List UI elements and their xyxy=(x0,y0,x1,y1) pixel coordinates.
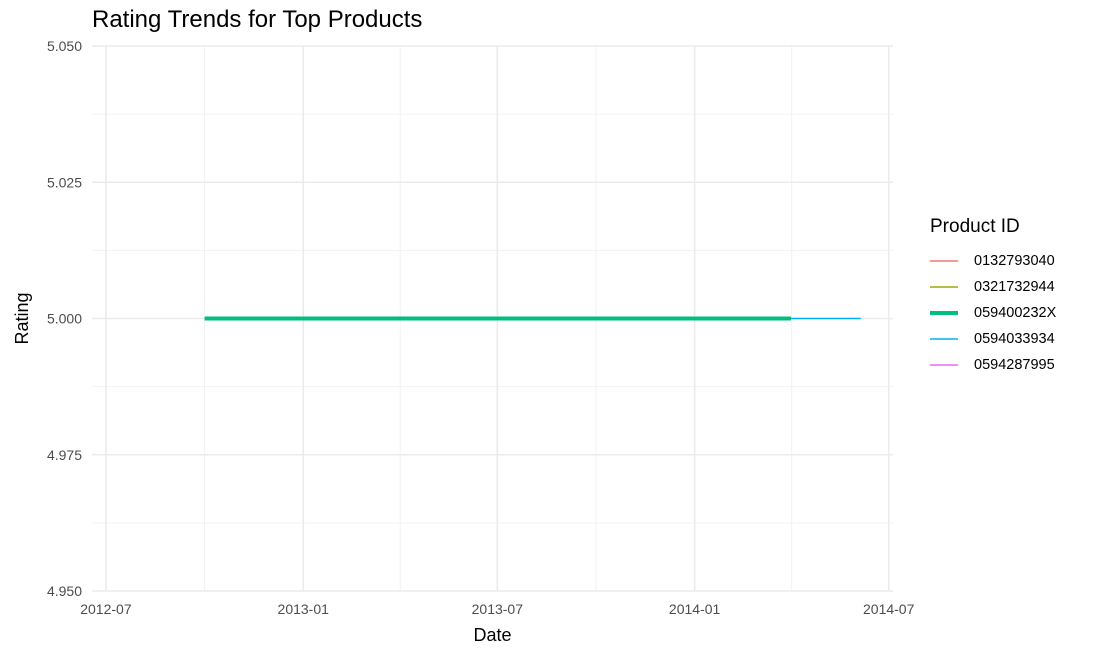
chart-title: Rating Trends for Top Products xyxy=(92,6,423,33)
y-tick-label: 5.025 xyxy=(47,174,82,190)
x-tick-label: 2012-07 xyxy=(80,601,132,617)
legend-label: 0594287995 xyxy=(974,357,1055,373)
legend-items: 0132793040 0321732944 059400232X 0594033934… xyxy=(930,248,1056,378)
legend-label: 059400232X xyxy=(974,305,1057,321)
legend-label: 0132793040 xyxy=(974,253,1055,269)
legend-label: 0321732944 xyxy=(974,279,1055,295)
y-tick-label: 4.950 xyxy=(47,583,82,599)
y-tick-label: 5.050 xyxy=(47,38,82,54)
y-tick-label: 4.975 xyxy=(47,447,82,463)
legend-item-0594033934: 0594033934 xyxy=(930,326,1056,352)
legend-title: Product ID xyxy=(930,216,1020,237)
legend-key-0321732944 xyxy=(930,286,958,288)
y-tick-label: 5.000 xyxy=(47,311,82,327)
legend-key-0594033934 xyxy=(930,338,958,340)
legend-key-0594287995 xyxy=(930,364,958,366)
legend-item-059400232X: 059400232X xyxy=(930,300,1056,326)
legend-key-059400232X xyxy=(930,311,958,315)
y-axis-title: Rating xyxy=(12,292,32,344)
x-tick-label: 2014-01 xyxy=(669,601,721,617)
legend-item-0594287995: 0594287995 xyxy=(930,352,1056,378)
x-tick-label: 2014-07 xyxy=(863,601,915,617)
x-axis-title: Date xyxy=(473,625,511,645)
legend-key-0132793040 xyxy=(930,260,958,262)
x-tick-label: 2013-01 xyxy=(278,601,330,617)
legend-item-0321732944: 0321732944 xyxy=(930,274,1056,300)
legend: Product ID 0132793040 0321732944 059400232… xyxy=(930,216,1056,378)
legend-item-0132793040: 0132793040 xyxy=(930,248,1056,274)
x-tick-label: 2013-07 xyxy=(472,601,524,617)
legend-label: 0594033934 xyxy=(974,331,1055,347)
